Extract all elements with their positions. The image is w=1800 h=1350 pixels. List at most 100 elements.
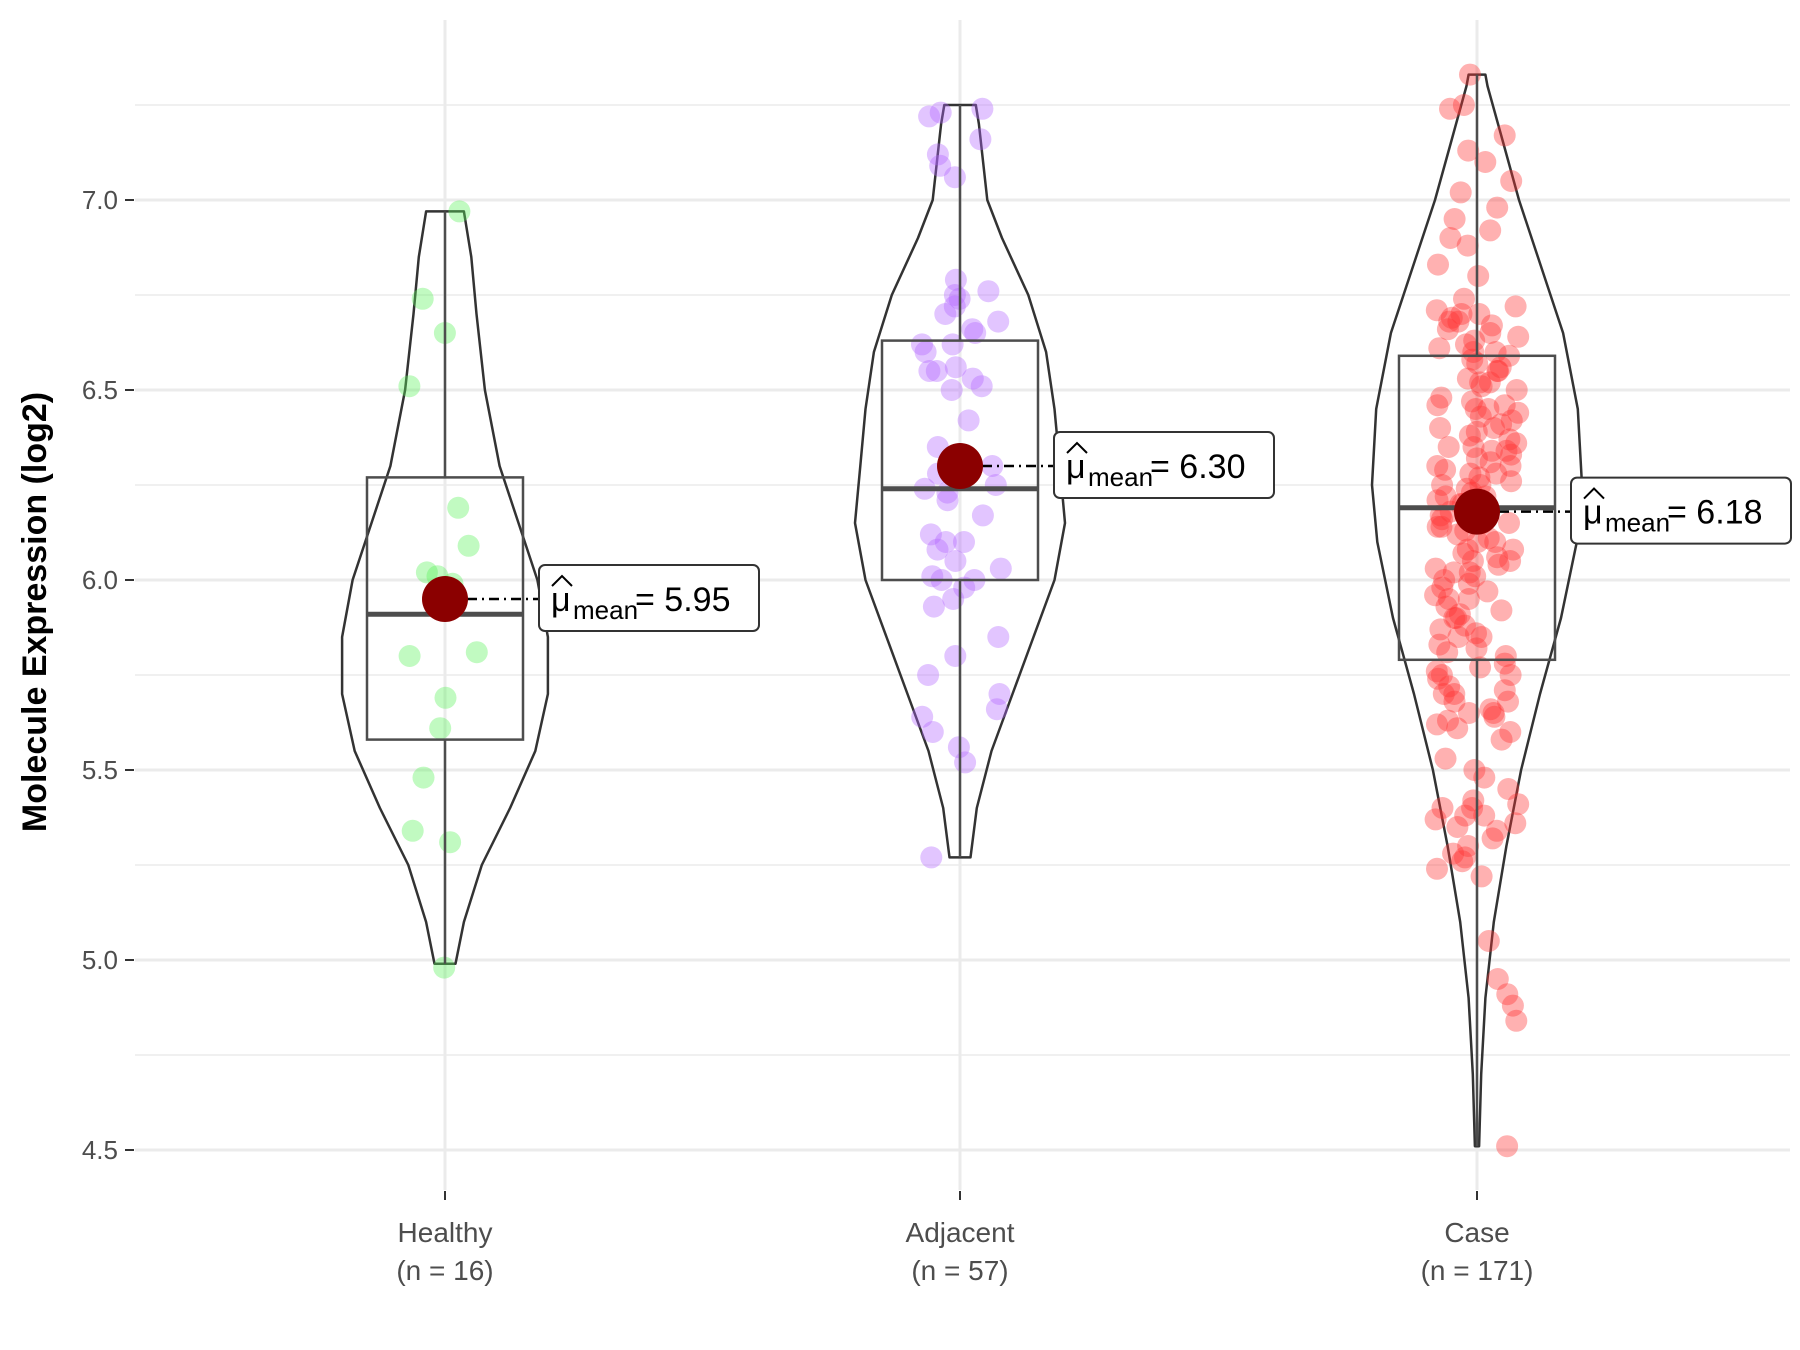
data-point [1504,812,1527,835]
data-point [1438,310,1461,333]
data-point [1459,63,1481,86]
data-point [1433,569,1456,591]
data-point [914,341,937,363]
data-point [1476,580,1499,603]
data-point [1461,390,1483,413]
data-point [1474,151,1497,173]
y-axis-title: Molecule Expression (log2) [16,392,54,832]
mean-subscript: mean [1088,462,1153,492]
data-point [929,101,952,124]
data-point [971,97,994,120]
data-point [1458,702,1480,724]
data-point [1434,458,1457,481]
data-point [1495,439,1518,462]
data-point [1437,588,1460,610]
data-point [1470,375,1493,398]
data-point [1490,413,1513,436]
data-point [1477,398,1500,420]
data-point [1469,371,1492,394]
data-point [940,379,963,401]
x-category-label: Adjacent [906,1217,1015,1248]
y-tick-label: 6.0 [82,565,118,595]
data-point [1429,618,1452,641]
data-point [987,310,1010,333]
data-point [1499,550,1522,572]
data-point [984,474,1007,496]
data-point [1426,713,1448,736]
data-point [1483,705,1506,728]
data-point [1424,584,1447,607]
mean-label-box [538,564,760,632]
data-point [1505,379,1528,401]
data-point [1461,550,1484,572]
data-point [1486,360,1509,382]
data-point [1425,660,1448,683]
data-point [957,409,980,432]
data-point [1430,515,1453,538]
data-point [964,322,987,344]
data-point [1498,428,1521,451]
data-point [1431,508,1453,531]
data-point [1462,341,1485,363]
data-point [1458,561,1481,584]
data-point [1505,1009,1528,1032]
data-point [411,287,434,310]
box-iqr [365,476,525,741]
data-point [1431,576,1454,599]
data-point [925,360,948,382]
data-point [944,268,967,291]
data-point [1447,626,1470,648]
data-point [961,367,984,390]
box-iqr [880,339,1040,582]
data-point [1494,645,1517,667]
data-point [918,360,941,382]
data-point [1473,766,1496,789]
data-point [1499,664,1522,686]
data-point [1429,417,1452,439]
data-point [1507,401,1530,424]
data-point [1469,405,1492,428]
data-point [1446,816,1469,838]
data-point [1425,299,1448,322]
data-point [1504,295,1527,318]
data-point [944,356,967,379]
x-count-label: (n = 57) [911,1255,1008,1286]
data-point [398,645,421,667]
data-point [1447,310,1470,333]
data-point [1434,485,1457,508]
data-point [1484,531,1507,553]
data-point [1452,94,1475,116]
data-point [1453,614,1476,637]
data-point [1450,303,1473,325]
data-point [981,455,1004,477]
data-point [1500,470,1523,493]
x-category-label: Healthy [398,1217,493,1248]
data-point [1457,572,1480,595]
data-point [439,831,462,854]
data-point [1456,538,1479,561]
data-point [1493,394,1516,417]
data-point [1507,793,1530,816]
data-point [465,641,488,664]
data-point [1479,322,1502,344]
data-point [1443,208,1466,230]
x-count-label: (n = 16) [396,1255,493,1286]
data-point [1453,287,1475,310]
data-point [1490,728,1513,751]
data-point [1427,667,1450,690]
data-point [985,698,1008,721]
data-point [1484,341,1507,363]
data-point [1426,857,1448,880]
mean-label-box [1053,431,1275,499]
data-point [944,550,967,572]
data-point [1465,622,1487,645]
data-point [1436,318,1459,341]
data-point [969,128,992,151]
data-point [936,489,959,512]
data-point [1485,819,1508,842]
data-point [1479,219,1502,242]
data-point [1501,994,1524,1017]
data-point [1430,664,1453,686]
data-point [1489,356,1512,379]
data-point [977,280,1000,303]
